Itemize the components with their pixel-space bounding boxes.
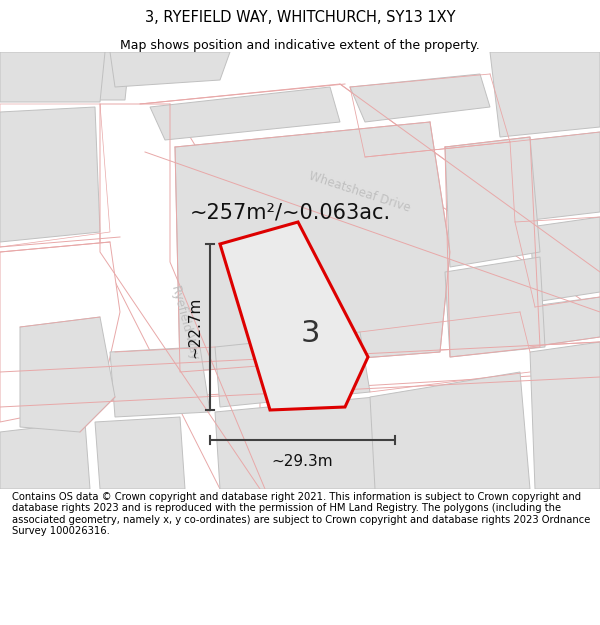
Polygon shape (370, 372, 530, 489)
Polygon shape (140, 84, 600, 312)
Polygon shape (525, 297, 600, 347)
Polygon shape (0, 104, 110, 247)
Polygon shape (350, 74, 490, 122)
Text: 3, RYEFIELD WAY, WHITCHURCH, SY13 1XY: 3, RYEFIELD WAY, WHITCHURCH, SY13 1XY (145, 11, 455, 26)
Polygon shape (220, 222, 368, 410)
Polygon shape (490, 52, 600, 137)
Text: Ryefield Way: Ryefield Way (169, 284, 201, 361)
Polygon shape (0, 107, 100, 242)
Polygon shape (215, 397, 380, 489)
Polygon shape (215, 332, 370, 407)
Text: 3: 3 (301, 319, 320, 348)
Polygon shape (510, 132, 600, 222)
Text: Contains OS data © Crown copyright and database right 2021. This information is : Contains OS data © Crown copyright and d… (12, 492, 590, 536)
Text: ~22.7m: ~22.7m (187, 296, 202, 358)
Text: Map shows position and indicative extent of the property.: Map shows position and indicative extent… (120, 39, 480, 52)
Polygon shape (0, 422, 90, 489)
Polygon shape (110, 52, 230, 87)
Polygon shape (445, 137, 540, 267)
Polygon shape (150, 87, 340, 140)
Text: ~257m²/~0.063ac.: ~257m²/~0.063ac. (190, 202, 391, 222)
Polygon shape (530, 217, 600, 302)
Text: ~29.3m: ~29.3m (272, 454, 334, 469)
Polygon shape (0, 52, 105, 102)
Polygon shape (530, 342, 600, 489)
Polygon shape (445, 257, 545, 357)
Polygon shape (0, 52, 130, 100)
Polygon shape (0, 342, 600, 407)
Polygon shape (0, 242, 120, 422)
Text: Wheatsheaf Drive: Wheatsheaf Drive (308, 169, 412, 214)
Polygon shape (100, 104, 260, 489)
Polygon shape (175, 122, 450, 372)
Polygon shape (95, 417, 185, 489)
Polygon shape (110, 347, 210, 417)
Polygon shape (20, 317, 115, 432)
